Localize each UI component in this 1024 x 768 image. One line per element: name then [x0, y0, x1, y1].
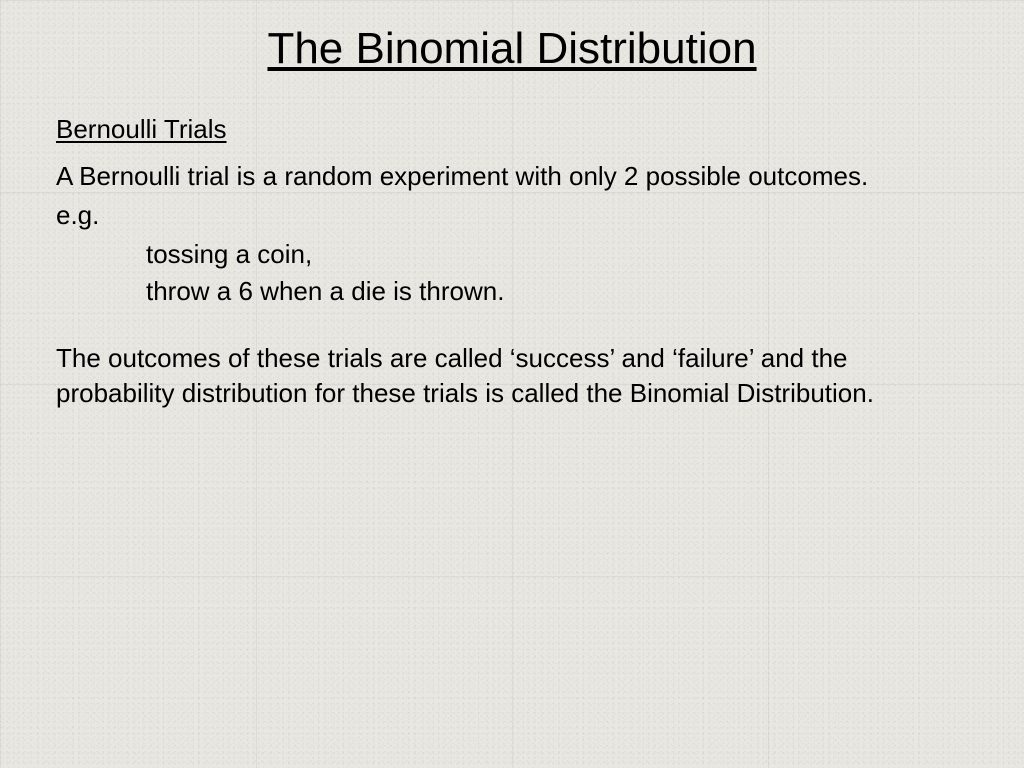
slide-content: The Binomial Distribution Bernoulli Tria… — [0, 0, 1024, 768]
example-item: tossing a coin, — [146, 237, 968, 272]
body-text: A Bernoulli trial is a random experiment… — [56, 159, 968, 412]
outcomes-line: The outcomes of these trials are called … — [56, 341, 968, 411]
definition-line: A Bernoulli trial is a random experiment… — [56, 159, 968, 194]
example-list: tossing a coin, throw a 6 when a die is … — [56, 237, 968, 309]
example-label: e.g. — [56, 198, 968, 233]
example-item: throw a 6 when a die is thrown. — [146, 274, 968, 309]
spacer — [56, 313, 968, 341]
slide-title: The Binomial Distribution — [56, 24, 968, 74]
section-heading: Bernoulli Trials — [56, 114, 968, 145]
